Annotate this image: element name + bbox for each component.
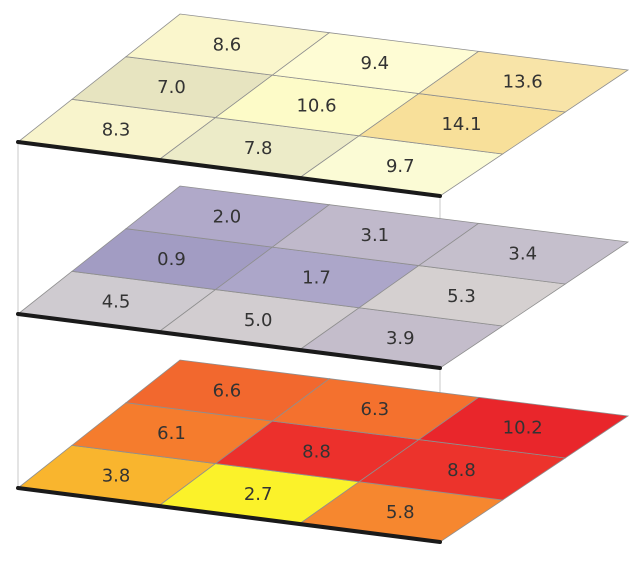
cell-value-middle-r2-c1: 3.1 (361, 225, 390, 246)
layer-front-edge-bottom (16, 486, 442, 544)
cell-value-bottom-r0-c2: 5.8 (386, 502, 415, 523)
cell-value-top-r0-c0: 8.3 (102, 120, 131, 141)
cell-value-middle-r2-c0: 2.0 (213, 207, 242, 228)
cell-value-top-r0-c1: 7.8 (244, 138, 273, 159)
cell-value-middle-r0-c0: 4.5 (102, 292, 131, 313)
cell-value-top-r2-c0: 8.6 (213, 35, 242, 56)
layer-bottom: 3.8 2.7 5.8 6.1 8.8 8.8 6.6 6.3 10.2 (16, 359, 630, 544)
layer-top: 8.3 7.8 9.7 7.0 10.6 14.1 8.6 9.4 13.6 (16, 13, 630, 198)
cell-value-middle-r1-c2: 5.3 (447, 286, 476, 307)
cell-value-bottom-r0-c0: 3.8 (102, 466, 131, 487)
cell-value-top-r2-c2: 13.6 (503, 72, 543, 93)
grid-cell-middle-r2-c2 (417, 222, 630, 285)
cell-value-bottom-r1-c0: 6.1 (157, 423, 186, 444)
cell-value-bottom-r1-c1: 8.8 (302, 442, 331, 463)
cell-value-bottom-r2-c0: 6.6 (213, 381, 242, 402)
cell-value-top-r1-c0: 7.0 (157, 77, 186, 98)
cell-value-middle-r1-c0: 0.9 (157, 249, 186, 270)
cell-value-top-r2-c1: 9.4 (361, 53, 390, 74)
cell-value-top-r1-c2: 14.1 (441, 114, 481, 135)
layer-front-edge-top (16, 140, 442, 198)
cell-value-middle-r0-c1: 5.0 (244, 310, 273, 331)
cell-value-bottom-r2-c2: 10.2 (503, 418, 543, 439)
cell-value-top-r0-c2: 9.7 (386, 156, 415, 177)
cell-value-middle-r2-c2: 3.4 (508, 244, 537, 265)
layer-middle: 4.5 5.0 3.9 0.9 1.7 5.3 2.0 3.1 3.4 (16, 185, 630, 370)
cell-value-bottom-r0-c1: 2.7 (244, 484, 273, 505)
grid-cell-bottom-r2-c2 (417, 396, 630, 459)
cell-value-bottom-r1-c2: 8.8 (447, 460, 476, 481)
cell-value-top-r1-c1: 10.6 (296, 96, 336, 117)
grid-cell-top-r2-c2 (417, 50, 630, 113)
layer-front-edge-middle (16, 312, 442, 370)
cell-value-middle-r0-c2: 3.9 (386, 328, 415, 349)
cell-value-middle-r1-c1: 1.7 (302, 268, 331, 289)
cell-value-bottom-r2-c1: 6.3 (361, 399, 390, 420)
